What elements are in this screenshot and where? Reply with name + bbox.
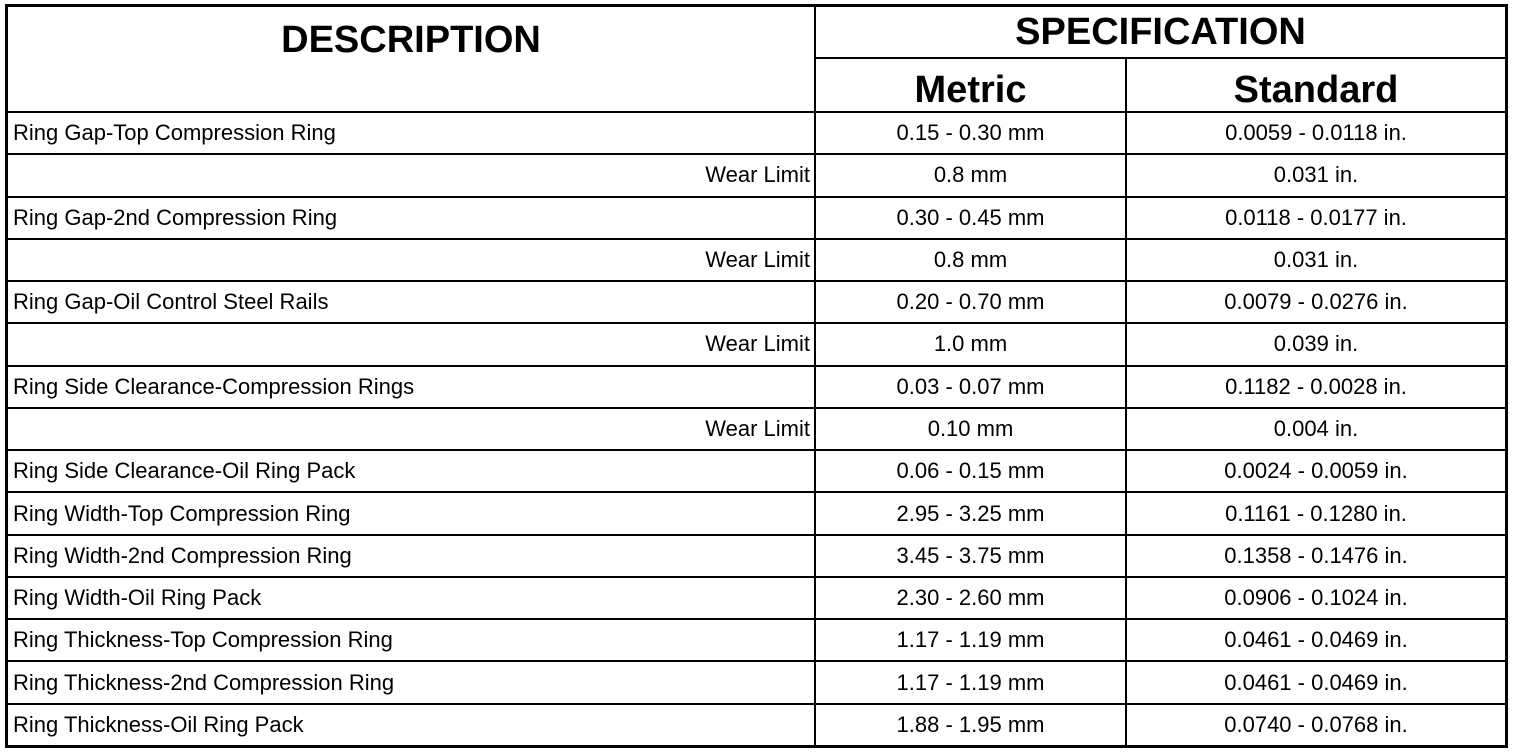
table-row: Wear Limit 0.8 mm 0.031 in.: [8, 237, 1505, 283]
cell-metric: 0.8 mm: [814, 237, 1127, 283]
cell-description: Wear Limit: [8, 153, 816, 198]
cell-metric: 1.17 - 1.19 mm: [814, 660, 1127, 705]
header-description: DESCRIPTION: [8, 7, 816, 113]
cell-metric: 0.30 - 0.45 mm: [814, 195, 1127, 240]
spec-table-frame: DESCRIPTION SPECIFICATION Metric Standar…: [5, 4, 1508, 748]
cell-description: Ring Gap-Top Compression Ring: [8, 110, 816, 156]
cell-metric: 1.0 mm: [814, 322, 1127, 367]
piston-ring-spec-table: DESCRIPTION SPECIFICATION Metric Standar…: [8, 7, 1505, 745]
cell-metric: 0.06 - 0.15 mm: [814, 449, 1127, 494]
cell-standard: 0.039 in.: [1125, 322, 1505, 367]
table-row: Ring Gap-2nd Compression Ring 0.30 - 0.45…: [8, 195, 1505, 240]
cell-metric: 3.45 - 3.75 mm: [814, 533, 1127, 578]
table-row: Ring Width-Oil Ring Pack 2.30 - 2.60 mm 0.…: [8, 575, 1505, 621]
header-specification: SPECIFICATION: [814, 7, 1505, 59]
cell-standard: 0.0906 - 0.1024 in.: [1125, 575, 1505, 621]
cell-description: Ring Side Clearance-Oil Ring Pack: [8, 449, 816, 494]
table-row: Ring Side Clearance-Compression Rings 0.0…: [8, 364, 1505, 409]
cell-description: Ring Gap-Oil Control Steel Rails: [8, 280, 816, 325]
cell-description: Ring Gap-2nd Compression Ring: [8, 195, 816, 240]
cell-standard: 0.0740 - 0.0768 in.: [1125, 702, 1505, 745]
cell-description: Wear Limit: [8, 322, 816, 367]
header-standard: Standard: [1125, 57, 1505, 113]
table-row: Ring Width-2nd Compression Ring 3.45 - 3.…: [8, 533, 1505, 578]
table-row: Ring Thickness-Oil Ring Pack 1.88 - 1.95 …: [8, 702, 1505, 745]
cell-description: Ring Thickness-Top Compression Ring: [8, 618, 816, 663]
cell-metric: 0.20 - 0.70 mm: [814, 280, 1127, 325]
cell-standard: 0.004 in.: [1125, 406, 1505, 452]
cell-standard: 0.031 in.: [1125, 237, 1505, 283]
table-row: Wear Limit 0.10 mm 0.004 in.: [8, 406, 1505, 452]
table-row: Ring Thickness-2nd Compression Ring 1.17 …: [8, 660, 1505, 705]
cell-standard: 0.1182 - 0.0028 in.: [1125, 364, 1505, 409]
cell-description: Ring Thickness-2nd Compression Ring: [8, 660, 816, 705]
cell-metric: 1.17 - 1.19 mm: [814, 618, 1127, 663]
cell-metric: 0.15 - 0.30 mm: [814, 110, 1127, 156]
table-row: Ring Gap-Oil Control Steel Rails 0.20 - 0…: [8, 280, 1505, 325]
cell-description: Ring Width-Top Compression Ring: [8, 491, 816, 536]
table-row: Wear Limit 1.0 mm 0.039 in.: [8, 322, 1505, 367]
table-row: Ring Thickness-Top Compression Ring 1.17 …: [8, 618, 1505, 663]
cell-standard: 0.1358 - 0.1476 in.: [1125, 533, 1505, 578]
cell-standard: 0.0461 - 0.0469 in.: [1125, 660, 1505, 705]
cell-standard: 0.1161 - 0.1280 in.: [1125, 491, 1505, 536]
cell-metric: 2.95 - 3.25 mm: [814, 491, 1127, 536]
cell-standard: 0.0024 - 0.0059 in.: [1125, 449, 1505, 494]
cell-description: Ring Width-2nd Compression Ring: [8, 533, 816, 578]
cell-description: Ring Thickness-Oil Ring Pack: [8, 702, 816, 745]
cell-standard: 0.0079 - 0.0276 in.: [1125, 280, 1505, 325]
cell-metric: 0.10 mm: [814, 406, 1127, 452]
table-row: Ring Gap-Top Compression Ring 0.15 - 0.30…: [8, 110, 1505, 156]
header-metric: Metric: [815, 57, 1127, 113]
cell-metric: 0.8 mm: [814, 153, 1127, 198]
cell-standard: 0.031 in.: [1125, 153, 1505, 198]
table-row: Ring Width-Top Compression Ring 2.95 - 3.…: [8, 491, 1505, 536]
table-row: Ring Side Clearance-Oil Ring Pack 0.06 - …: [8, 449, 1505, 494]
cell-standard: 0.0118 - 0.0177 in.: [1125, 195, 1505, 240]
cell-standard: 0.0059 - 0.0118 in.: [1125, 110, 1505, 156]
table-row: Wear Limit 0.8 mm 0.031 in.: [8, 153, 1505, 198]
cell-description: Wear Limit: [8, 406, 816, 452]
cell-standard: 0.0461 - 0.0469 in.: [1125, 618, 1505, 663]
cell-metric: 2.30 - 2.60 mm: [814, 575, 1127, 621]
cell-description: Ring Width-Oil Ring Pack: [8, 575, 816, 621]
cell-description: Ring Side Clearance-Compression Rings: [8, 364, 816, 409]
cell-metric: 0.03 - 0.07 mm: [814, 364, 1127, 409]
cell-description: Wear Limit: [8, 237, 816, 283]
cell-metric: 1.88 - 1.95 mm: [814, 702, 1127, 745]
